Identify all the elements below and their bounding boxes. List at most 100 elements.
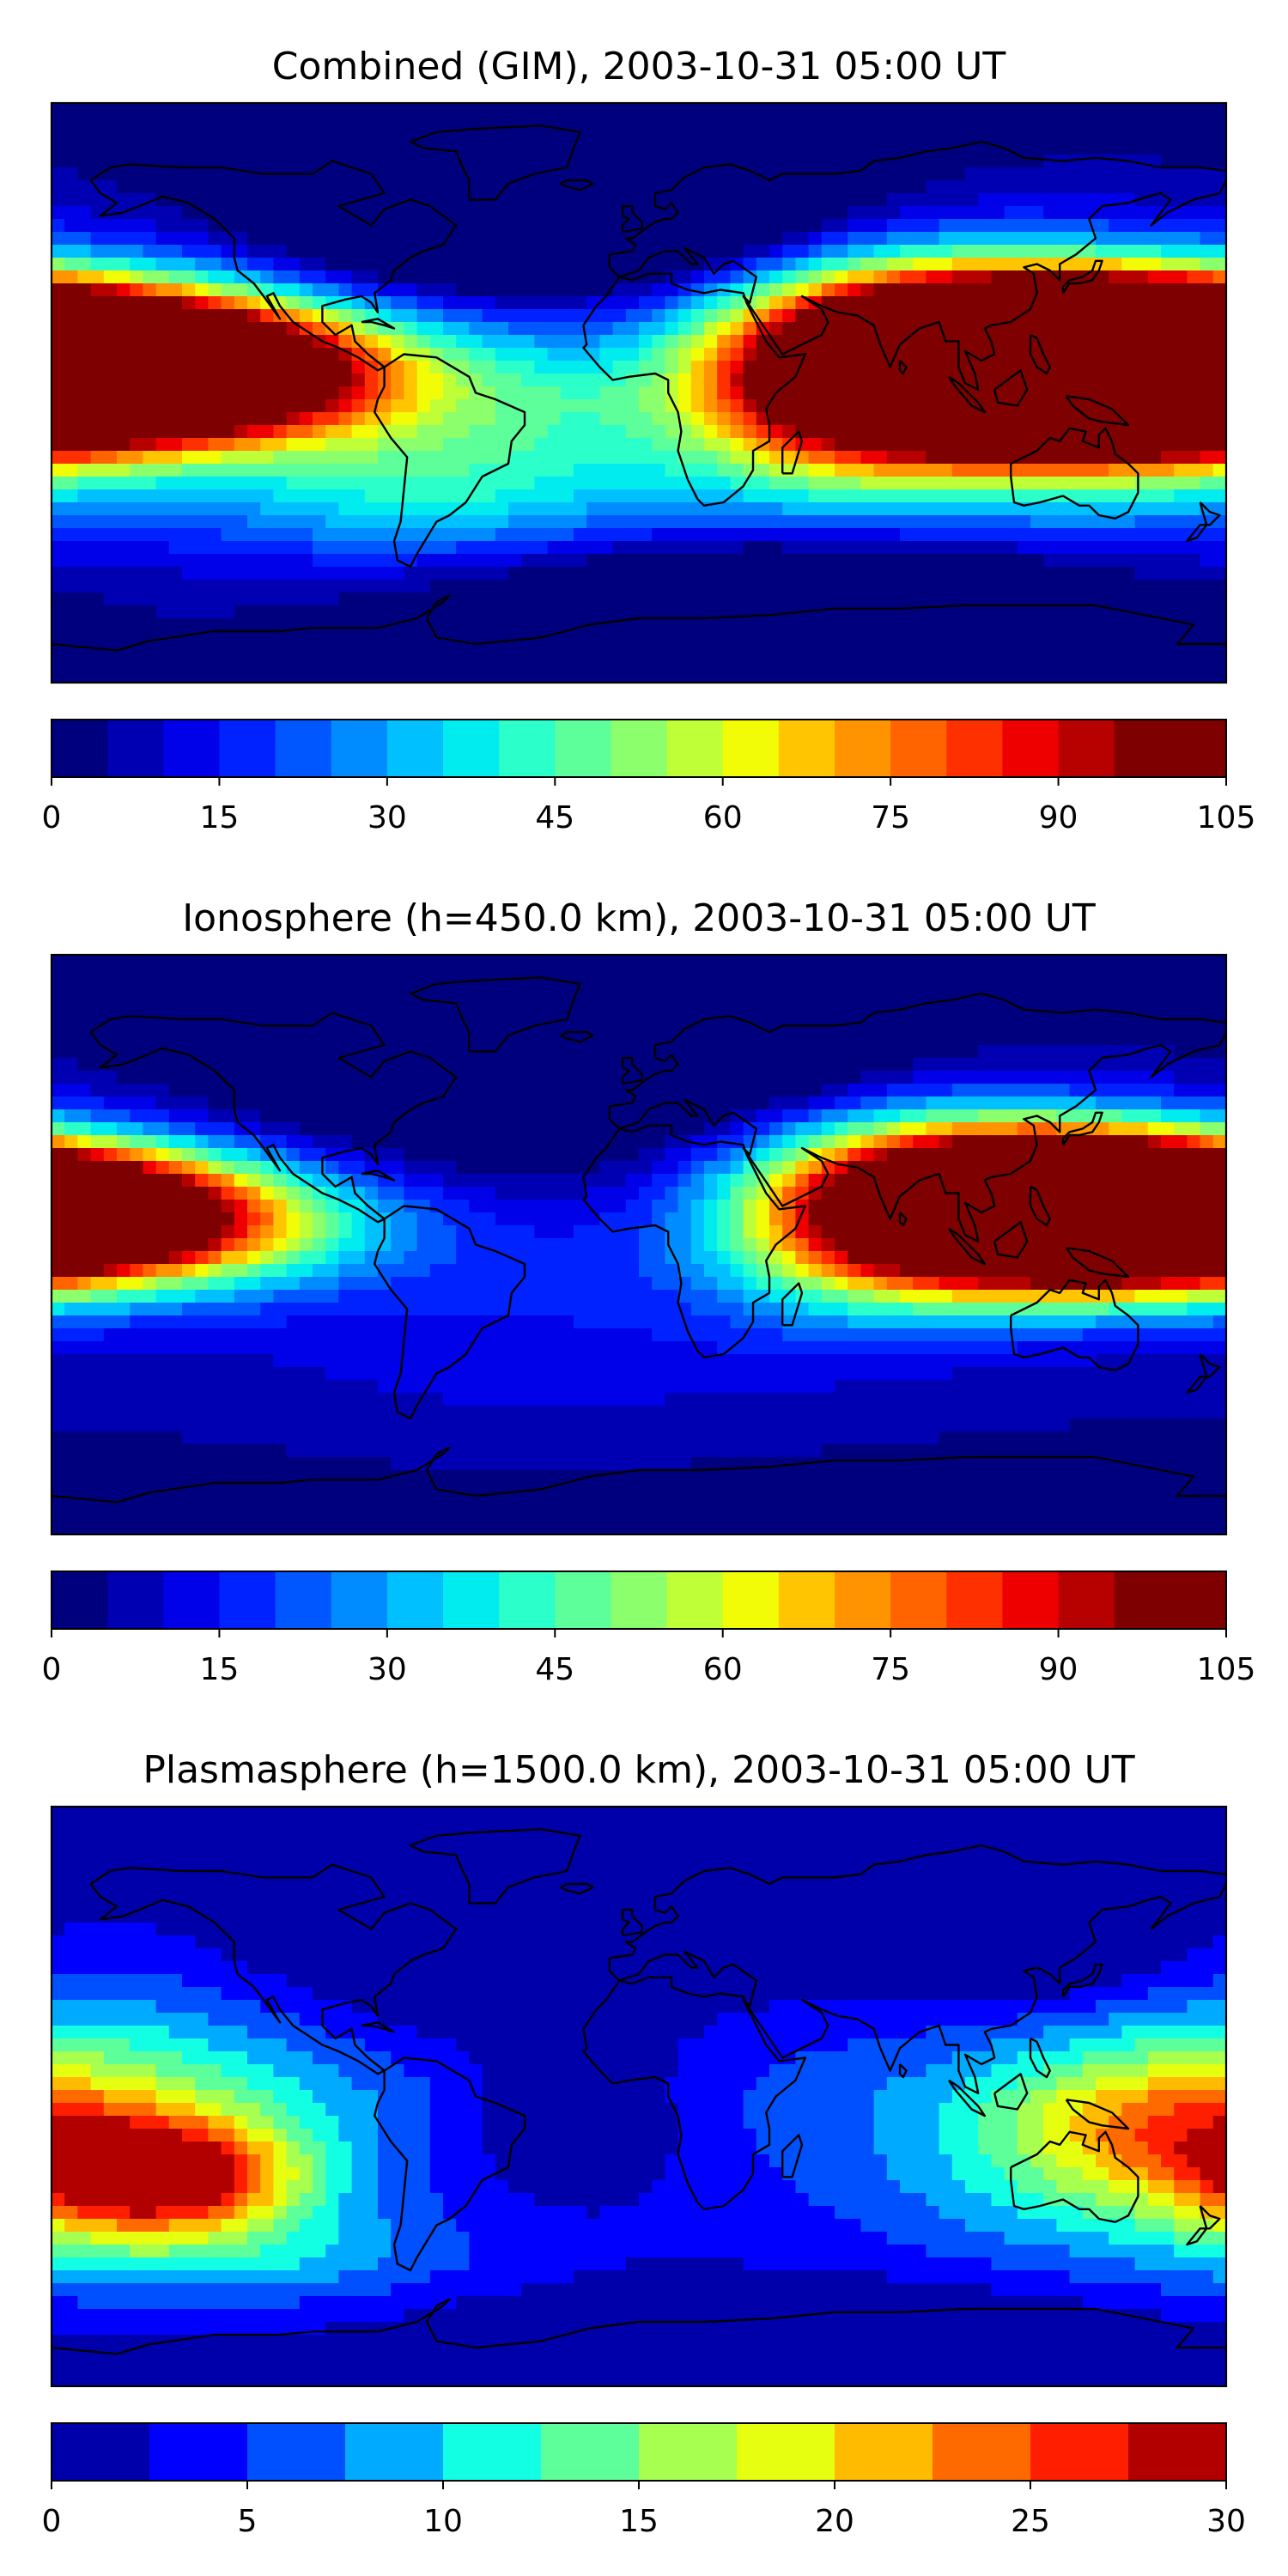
colorbar-segment xyxy=(1058,1571,1115,1629)
coast-greenland xyxy=(409,1828,581,1905)
colorbar-segment xyxy=(247,2423,346,2481)
colorbar-segment xyxy=(386,720,444,777)
coast-borneo xyxy=(993,369,1029,407)
coast-africa xyxy=(582,1976,806,2211)
colorbar-segment xyxy=(163,720,220,777)
colorbar-segment xyxy=(1002,1571,1060,1629)
field-raster xyxy=(52,103,1226,683)
coast-madagascar xyxy=(781,1282,804,1327)
coast-philippines xyxy=(1029,2037,1052,2079)
colorbar-tick-label: 0 xyxy=(42,800,62,835)
colorbar-tick-label: 60 xyxy=(703,800,743,835)
colorbar-segment xyxy=(933,2423,1031,2481)
coast-great-britain xyxy=(621,1908,643,1937)
coast-eurasia xyxy=(608,140,1226,391)
colorbar-tick-label: 15 xyxy=(200,1652,240,1687)
coast-sumatra xyxy=(948,1227,987,1266)
colorbar-tick-label: 20 xyxy=(815,2504,854,2539)
coast-south-america xyxy=(374,1205,526,1420)
colorbar-segment xyxy=(1170,1571,1227,1629)
colorbar-tick-label: 45 xyxy=(535,1652,574,1687)
colorbar-segment xyxy=(1128,2423,1227,2481)
colorbar-segment xyxy=(666,1571,724,1629)
coast-japan xyxy=(1061,1111,1103,1145)
panel-title: Combined (GIM), 2003-10-31 05:00 UT xyxy=(272,45,1006,88)
colorbar-segment xyxy=(666,720,724,777)
colorbar: 0 15 30 45 60 75 90 105 xyxy=(42,719,1256,835)
coast-south-america xyxy=(374,353,526,568)
coast-eurasia xyxy=(608,1844,1226,2095)
colorbar-segment xyxy=(1170,720,1227,777)
colorbar-segment xyxy=(835,1571,891,1629)
colorbar-segment xyxy=(946,720,1003,777)
coast-borneo xyxy=(993,1221,1029,1259)
map-frame xyxy=(50,953,1228,1536)
colorbar-segment xyxy=(946,1571,1003,1629)
field-raster xyxy=(52,1807,1226,2386)
coastlines xyxy=(52,125,1226,652)
colorbar-tick-label: 105 xyxy=(1197,800,1256,835)
coastlines xyxy=(52,976,1226,1504)
coast-australia xyxy=(1009,427,1139,519)
colorbar-segment xyxy=(611,1571,668,1629)
coast-antarctica xyxy=(52,1446,1226,1504)
coast-japan xyxy=(1061,1963,1103,1997)
colorbar-segment xyxy=(890,720,947,777)
colorbar-segment xyxy=(149,2423,248,2481)
colorbar-tick-label: 45 xyxy=(535,800,574,835)
coast-new-zealand xyxy=(1186,2205,1221,2246)
colorbar-tick-label: 90 xyxy=(1039,800,1078,835)
coast-great-britain xyxy=(621,204,643,234)
colorbar: 0 5 10 15 20 25 30 xyxy=(42,2422,1246,2539)
coast-new-guinea xyxy=(1065,1247,1130,1279)
coast-iceland xyxy=(560,1882,594,1895)
coast-north-america xyxy=(89,160,458,372)
coast-philippines xyxy=(1029,1185,1052,1227)
map-frame xyxy=(50,101,1228,684)
colorbar-segment xyxy=(555,720,611,777)
coastlines xyxy=(52,1828,1226,2355)
colorbar-segment xyxy=(107,720,164,777)
colorbar-segment xyxy=(639,2423,738,2481)
colorbar-segment xyxy=(1114,720,1171,777)
colorbar-segment xyxy=(1002,720,1060,777)
colorbar-segment xyxy=(219,720,276,777)
coast-great-britain xyxy=(621,1056,643,1085)
colorbar-segment xyxy=(331,1571,388,1629)
coast-greenland xyxy=(409,976,581,1053)
colorbar: 0 15 30 45 60 75 90 105 xyxy=(42,1571,1256,1687)
coast-cuba xyxy=(361,318,396,330)
colorbar-segment xyxy=(499,720,556,777)
colorbar-segment xyxy=(163,1571,220,1629)
colorbar-segment xyxy=(778,1571,835,1629)
colorbar-tick-label: 90 xyxy=(1039,1652,1078,1687)
colorbar-segment xyxy=(52,720,108,777)
panel-plasmasphere: Plasmasphere (h=1500.0 km), 2003-10-31 0… xyxy=(42,1748,1246,2539)
coast-australia xyxy=(1009,2130,1139,2224)
panel-title: Plasmasphere (h=1500.0 km), 2003-10-31 0… xyxy=(143,1748,1134,1792)
coast-australia xyxy=(1009,1279,1139,1372)
coast-eurasia xyxy=(608,992,1226,1243)
coast-new-zealand xyxy=(1186,501,1221,543)
colorbar-segment xyxy=(443,720,500,777)
coast-japan xyxy=(1061,259,1103,294)
colorbar-tick-label: 30 xyxy=(368,1652,407,1687)
colorbar-segment xyxy=(1114,1571,1171,1629)
colorbar-segment xyxy=(219,1571,276,1629)
colorbar-segment xyxy=(52,2423,150,2481)
panel-combined-gim: Combined (GIM), 2003-10-31 05:00 UT 0 15 30… xyxy=(42,45,1256,835)
coast-iceland xyxy=(560,179,594,191)
map-frame xyxy=(50,1805,1228,2388)
coast-greenland xyxy=(409,125,581,201)
colorbar-segment xyxy=(107,1571,164,1629)
panel-ionosphere: Ionosphere (h=450.0 km), 2003-10-31 05:0… xyxy=(42,896,1256,1687)
coast-madagascar xyxy=(781,2134,804,2178)
colorbar-segment xyxy=(443,1571,500,1629)
coast-borneo xyxy=(993,2073,1029,2111)
colorbar-tick-label: 105 xyxy=(1197,1652,1256,1687)
colorbar-segment xyxy=(541,2423,640,2481)
colorbar-segment xyxy=(443,2423,542,2481)
coast-philippines xyxy=(1029,333,1052,375)
colorbar-segment xyxy=(275,720,332,777)
